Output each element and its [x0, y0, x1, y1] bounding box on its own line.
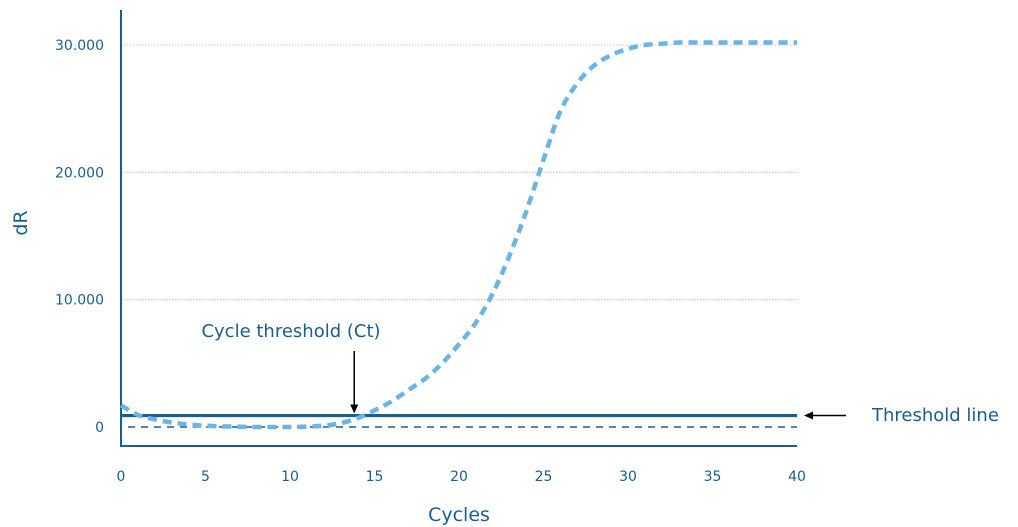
ct-arrow-head [350, 404, 359, 414]
ct-annotation-label: Cycle threshold (Ct) [201, 321, 380, 342]
y-tick-label: 10.000 [55, 293, 104, 309]
y-tick-label: 0 [95, 420, 104, 436]
gridlines [121, 44, 797, 301]
threshold-arrow-head [804, 411, 813, 420]
y-tick-labels: 0 10.000 20.000 30.000 [55, 38, 104, 436]
y-tick-label: 20.000 [55, 165, 104, 181]
x-tick-label: 0 [117, 469, 126, 485]
x-tick-label: 25 [535, 469, 553, 485]
x-tick-label: 20 [450, 469, 468, 485]
amplification-curve [119, 40, 797, 430]
x-tick-label: 5 [201, 469, 210, 485]
x-tick-label: 35 [704, 469, 722, 485]
x-tick-label: 40 [788, 469, 806, 485]
threshold-line-label: Threshold line [871, 405, 999, 426]
y-axis-title: dR [10, 210, 32, 235]
x-tick-labels: 0 5 10 15 20 25 30 35 40 [117, 469, 806, 485]
y-tick-label: 30.000 [55, 38, 104, 54]
ct-arrow [350, 351, 359, 414]
threshold-arrow [804, 411, 846, 420]
x-axis-title: Cycles [428, 504, 490, 526]
x-tick-label: 10 [281, 469, 299, 485]
x-tick-label: 30 [619, 469, 637, 485]
x-tick-label: 15 [366, 469, 384, 485]
